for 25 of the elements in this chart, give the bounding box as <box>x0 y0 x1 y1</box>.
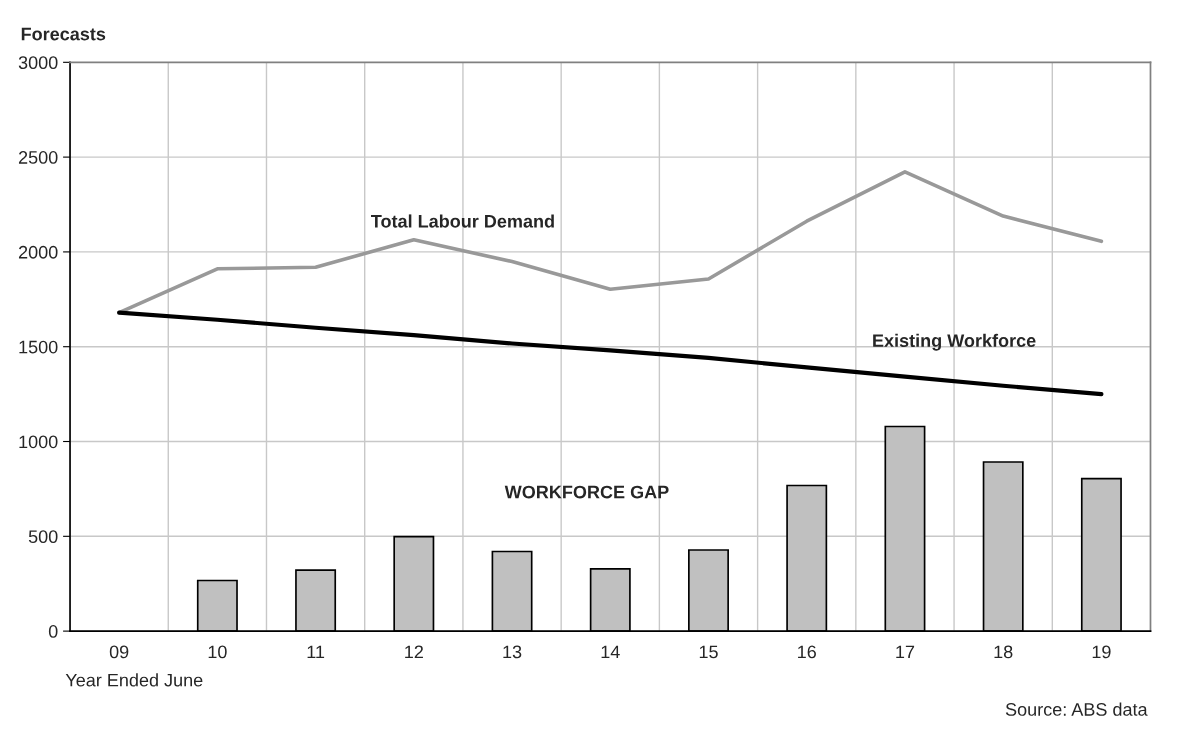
source-note: Source: ABS data <box>1005 702 1148 716</box>
x-tick-label: 16 <box>798 645 816 659</box>
y-tick-label: 1500 <box>19 340 58 354</box>
x-axis-title: Year Ended June <box>65 673 203 687</box>
text: WORKFORCE GAP <box>504 485 669 499</box>
x-tick-label: 15 <box>699 645 718 659</box>
x-tick-label: 18 <box>994 645 1013 659</box>
x-tick-label: 17 <box>896 645 915 659</box>
y-tick-label: 3000 <box>18 56 58 70</box>
x-tick-label: 13 <box>503 645 522 659</box>
x-tick-label: 11 <box>307 645 325 659</box>
x-tick-label: 10 <box>208 645 227 659</box>
y-tick-label: 2500 <box>18 151 58 164</box>
series-label: Total Labour Demand <box>371 214 554 228</box>
y-tick-label: 1000 <box>19 435 58 449</box>
y-axis-title: Forecasts <box>21 27 106 41</box>
x-tick-label: 12 <box>405 645 423 659</box>
x-tick-label: 14 <box>601 645 620 659</box>
y-tick-label: 0 <box>48 625 58 638</box>
y-tick-label: 2000 <box>18 245 58 259</box>
x-tick-label: 19 <box>1092 645 1111 659</box>
x-tick-label: 09 <box>109 645 129 659</box>
y-tick-label: 500 <box>28 530 58 544</box>
series-label: Existing Workforce <box>873 333 1036 351</box>
line-series <box>117 310 1104 397</box>
